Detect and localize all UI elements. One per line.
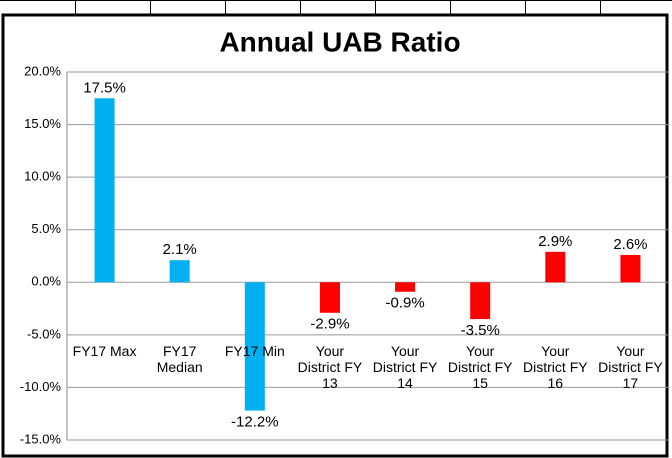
bar <box>620 254 641 283</box>
x-tick-label: FY17 Max <box>72 343 137 359</box>
y-tick-label: 20.0% <box>24 63 61 78</box>
bar <box>545 251 566 283</box>
x-tick-label: Your District FY 16 <box>523 343 588 391</box>
x-tick-label: FY17 Min <box>224 343 285 359</box>
y-tick-label: 15.0% <box>24 116 61 131</box>
y-tick-label: 10.0% <box>24 169 61 184</box>
y-tick-label: -15.0% <box>20 431 62 446</box>
chart-border <box>1 13 669 458</box>
x-tick-label: Your District FY 17 <box>598 343 663 391</box>
x-tick-label: FY17 Median <box>156 343 203 375</box>
x-tick-label: Your District FY 13 <box>297 343 363 391</box>
x-tick-label: Your District FY 14 <box>372 343 438 391</box>
value-label: 2.6% <box>613 236 647 253</box>
value-label: -12.2% <box>231 414 279 431</box>
bar <box>395 282 416 292</box>
value-label: 17.5% <box>83 79 126 96</box>
value-label: -0.9% <box>385 295 424 312</box>
sheet-lines <box>0 0 672 14</box>
chart-title: Annual UAB Ratio <box>219 26 460 57</box>
value-label: -3.5% <box>461 322 500 339</box>
value-label: 2.9% <box>538 233 572 250</box>
y-tick-label: 5.0% <box>31 221 61 236</box>
y-tick-label: -10.0% <box>20 379 62 394</box>
bar <box>319 282 340 313</box>
y-tick-label: -5.0% <box>27 326 61 341</box>
bar <box>244 282 265 411</box>
y-tick-label: 0.0% <box>31 274 61 289</box>
value-label: -2.9% <box>310 316 349 333</box>
bar <box>470 282 491 320</box>
x-tick-label: Your District FY 15 <box>447 343 513 391</box>
bar <box>94 98 115 283</box>
bar <box>169 260 190 283</box>
value-label: 2.1% <box>163 241 197 258</box>
